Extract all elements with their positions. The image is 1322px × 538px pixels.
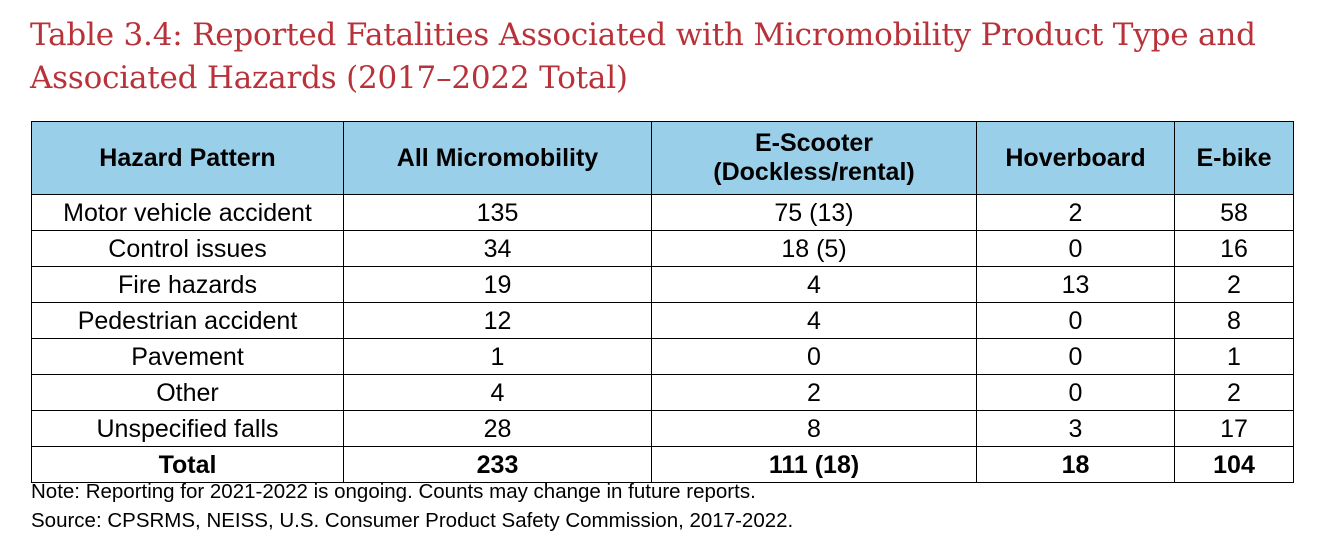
e-scooter-cell: 2 xyxy=(651,374,977,411)
e-bike-cell: 17 xyxy=(1174,410,1294,447)
total-row: Total 233 111 (18) 18 104 xyxy=(31,446,1294,483)
all-micromobility-cell: 12 xyxy=(343,302,652,339)
total-e-scooter: 111 (18) xyxy=(651,446,977,483)
all-micromobility-cell: 1 xyxy=(343,338,652,375)
table-row: Pavement 1 0 0 1 xyxy=(31,338,1294,375)
e-bike-cell: 8 xyxy=(1174,302,1294,339)
table-row: Other 4 2 0 2 xyxy=(31,374,1294,411)
source-text: Source: CPSRMS, NEISS, U.S. Consumer Pro… xyxy=(31,509,794,532)
e-bike-cell: 1 xyxy=(1174,338,1294,375)
total-e-bike: 104 xyxy=(1174,446,1294,483)
all-micromobility-cell: 34 xyxy=(343,230,652,267)
hazard-cell: Motor vehicle accident xyxy=(31,194,344,231)
hoverboard-cell: 3 xyxy=(976,410,1175,447)
total-all-micromobility: 233 xyxy=(343,446,652,483)
all-micromobility-cell: 4 xyxy=(343,374,652,411)
hoverboard-cell: 0 xyxy=(976,302,1175,339)
hazard-cell: Control issues xyxy=(31,230,344,267)
hazard-cell: Fire hazards xyxy=(31,266,344,303)
hoverboard-cell: 13 xyxy=(976,266,1175,303)
e-scooter-cell: 4 xyxy=(651,302,977,339)
hoverboard-cell: 0 xyxy=(976,230,1175,267)
header-hazard-pattern: Hazard Pattern xyxy=(31,121,344,195)
header-e-bike: E-bike xyxy=(1174,121,1294,195)
e-scooter-cell: 8 xyxy=(651,410,977,447)
hoverboard-cell: 0 xyxy=(976,338,1175,375)
header-row: Hazard Pattern All Micromobility E-Scoot… xyxy=(31,121,1294,195)
all-micromobility-cell: 19 xyxy=(343,266,652,303)
e-scooter-cell: 4 xyxy=(651,266,977,303)
hazard-cell: Pavement xyxy=(31,338,344,375)
all-micromobility-cell: 28 xyxy=(343,410,652,447)
e-scooter-cell: 0 xyxy=(651,338,977,375)
hazard-cell: Unspecified falls xyxy=(31,410,344,447)
note-text: Note: Reporting for 2021-2022 is ongoing… xyxy=(31,480,756,503)
total-label: Total xyxy=(31,446,344,483)
e-bike-cell: 2 xyxy=(1174,266,1294,303)
all-micromobility-cell: 135 xyxy=(343,194,652,231)
table-row: Unspecified falls 28 8 3 17 xyxy=(31,410,1294,447)
table-title: Table 3.4: Reported Fatalities Associate… xyxy=(30,17,1256,96)
hoverboard-cell: 0 xyxy=(976,374,1175,411)
table-row: Control issues 34 18 (5) 0 16 xyxy=(31,230,1294,267)
table-row: Motor vehicle accident 135 75 (13) 2 58 xyxy=(31,194,1294,231)
header-hoverboard: Hoverboard xyxy=(976,121,1175,195)
e-bike-cell: 2 xyxy=(1174,374,1294,411)
e-scooter-cell: 75 (13) xyxy=(651,194,977,231)
fatalities-table: Hazard Pattern All Micromobility E-Scoot… xyxy=(31,121,1294,483)
table-notes: Note: Reporting for 2021-2022 is ongoing… xyxy=(31,477,793,535)
e-bike-cell: 58 xyxy=(1174,194,1294,231)
table-row: Fire hazards 19 4 13 2 xyxy=(31,266,1294,303)
e-bike-cell: 16 xyxy=(1174,230,1294,267)
hazard-cell: Other xyxy=(31,374,344,411)
total-hoverboard: 18 xyxy=(976,446,1175,483)
hoverboard-cell: 2 xyxy=(976,194,1175,231)
e-scooter-cell: 18 (5) xyxy=(651,230,977,267)
header-all-micromobility: All Micromobility xyxy=(343,121,652,195)
table-row: Pedestrian accident 12 4 0 8 xyxy=(31,302,1294,339)
header-e-scooter: E-Scooter (Dockless/rental) xyxy=(651,121,977,195)
hazard-cell: Pedestrian accident xyxy=(31,302,344,339)
